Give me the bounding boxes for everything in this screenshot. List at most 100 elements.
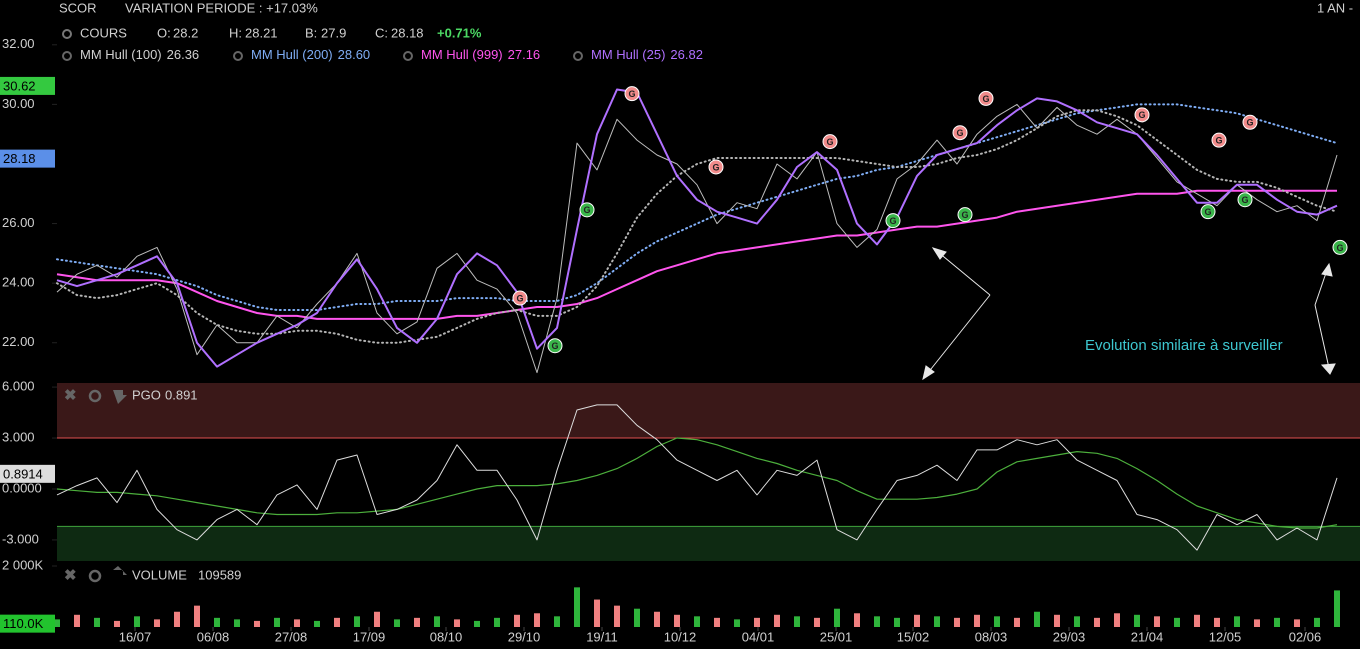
- volume-bar: [1134, 614, 1140, 627]
- volume-bar: [1014, 617, 1020, 627]
- volume-bar: [914, 614, 920, 627]
- line-series: [56, 404, 1338, 551]
- volume-bar: [1234, 616, 1240, 627]
- arrow-head: [922, 365, 935, 381]
- legend-name: MM Hull (25): [591, 47, 665, 62]
- x-tick-label: 12/05: [1209, 629, 1242, 644]
- volume-bar: [1034, 611, 1040, 627]
- legend-value: 26.36: [167, 47, 200, 62]
- gear-icon: [403, 51, 413, 61]
- x-tick-label: 10/12: [664, 629, 697, 644]
- volume-bar: [514, 614, 520, 627]
- price-badge: [0, 76, 55, 95]
- volume-bar: [1174, 617, 1180, 627]
- signal-label: G: [1241, 195, 1248, 205]
- close-icon: ✖: [64, 567, 77, 584]
- y-tick-label: -3.000: [2, 531, 39, 546]
- line-series: [56, 103, 1338, 374]
- line-series: [56, 189, 1337, 320]
- signal-marker: [579, 202, 595, 218]
- signal-marker: [978, 90, 994, 106]
- volume-bar: [634, 608, 640, 627]
- signal-marker: [624, 86, 640, 102]
- arrow: [1314, 269, 1328, 306]
- signal-marker: [547, 338, 563, 354]
- period[interactable]: 1 AN -: [1317, 0, 1353, 15]
- panel-title-value: 0.891: [165, 387, 198, 402]
- ohlc-label: O:: [157, 25, 171, 40]
- volume-bar: [434, 616, 440, 627]
- panel-title: VOLUME: [132, 567, 187, 582]
- x-tick-label: 25/01: [820, 629, 853, 644]
- signal-marker: [1332, 239, 1348, 255]
- y-tick-label: 3.000: [2, 429, 35, 444]
- y-tick-label: 0.0000: [2, 480, 42, 495]
- x-tick-label: 08/10: [430, 629, 463, 644]
- close-icon: ✖: [64, 387, 77, 404]
- arrow-head: [931, 247, 947, 260]
- signal-marker: [822, 134, 838, 150]
- signal-marker: [708, 159, 724, 175]
- volume-bar: [1154, 616, 1160, 627]
- arrow: [926, 294, 991, 375]
- volume-bar: [654, 611, 660, 627]
- ohlc-value: 27.9: [321, 25, 346, 40]
- signal-marker: [885, 213, 901, 229]
- arrow: [1314, 304, 1330, 369]
- volume-bar: [874, 616, 880, 627]
- volume-bar: [1214, 617, 1220, 627]
- volume-bar: [1314, 617, 1320, 627]
- gear-icon: [573, 51, 583, 61]
- signal-marker: [1211, 132, 1227, 148]
- volume-bar: [714, 617, 720, 627]
- volume-bar: [574, 587, 580, 627]
- x-tick-label: 06/08: [197, 629, 230, 644]
- panel-title-value: 109589: [198, 567, 241, 582]
- header: SCOR VARIATION PERIODE : +17.03% 1 AN - …: [59, 0, 1353, 40]
- x-tick-label: 27/08: [275, 629, 308, 644]
- volume-bar: [554, 616, 560, 627]
- arrow: [937, 251, 991, 296]
- signal-label: G: [826, 137, 833, 147]
- signal-marker: [1237, 192, 1253, 208]
- overbought-zone: [57, 383, 1360, 439]
- legend-entry: MM Hull (200) 28.60: [251, 47, 370, 62]
- line-series: [56, 437, 1338, 529]
- ohlc-value: 28.21: [245, 25, 278, 40]
- volume-bar: [394, 619, 400, 627]
- volume-bar: [354, 616, 360, 627]
- legend-value: 26.82: [670, 47, 703, 62]
- annotation: Evolution similaire à surveiller: [1085, 337, 1283, 354]
- ohlc-value: 28.2: [173, 25, 198, 40]
- price-badge-label: 30.62: [3, 78, 36, 93]
- legend-name: MM Hull (100): [80, 47, 162, 62]
- signal-label: G: [889, 216, 896, 226]
- volume-bar: [1074, 616, 1080, 627]
- y-tick-label: 6.000: [2, 379, 35, 394]
- volume-bar: [74, 614, 80, 627]
- signal-marker: [1200, 204, 1216, 220]
- volume-bar: [154, 619, 160, 627]
- cours-label: COURS: [80, 25, 127, 40]
- x-tick-label: 16/07: [119, 629, 152, 644]
- volume-bar: [694, 616, 700, 627]
- volume-bar: [1114, 613, 1120, 627]
- y-tick-label: 32.00: [2, 36, 35, 51]
- panel-title: PGO: [132, 387, 161, 402]
- x-tick-label: 15/02: [897, 629, 930, 644]
- ohlc-label: H:: [229, 25, 242, 40]
- gear-icon[interactable]: [62, 29, 72, 39]
- price-badge-label: 28.18: [3, 151, 36, 166]
- volume-bar: [214, 617, 220, 627]
- volume-bar: [1294, 619, 1300, 627]
- volume-bar: [814, 617, 820, 627]
- y-tick-label: 30.00: [2, 96, 35, 111]
- volume-bar: [54, 619, 60, 627]
- signal-label: G: [628, 89, 635, 99]
- ohlc-label: B:: [305, 25, 317, 40]
- volume-bar: [734, 619, 740, 627]
- volume-bar: [274, 617, 280, 627]
- volume-bar: [94, 617, 100, 627]
- signal-label: G: [1336, 243, 1343, 253]
